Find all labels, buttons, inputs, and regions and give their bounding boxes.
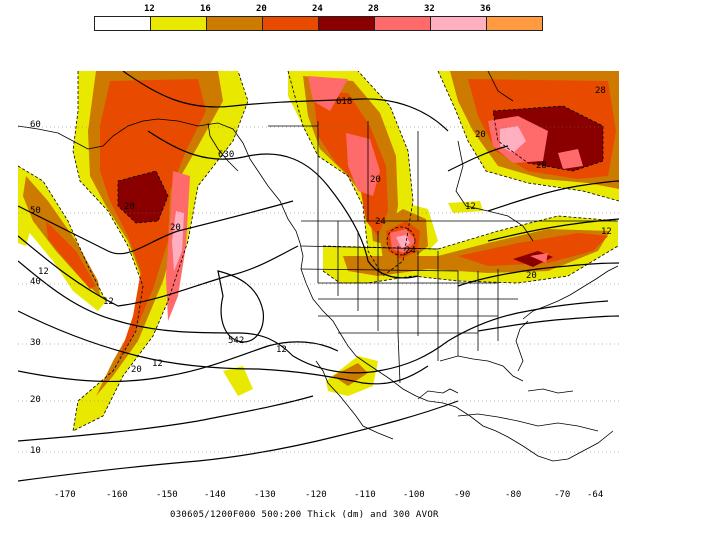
contour-value-label: 12: [152, 359, 163, 369]
contour-value-label: 12: [103, 297, 114, 307]
contour-value-label: 20: [124, 202, 135, 212]
graticule: [18, 126, 619, 453]
contour-value-label: 630: [218, 150, 234, 160]
contour-value-label: 12: [276, 345, 287, 355]
map-caption: 030605/1200F000 500:200 Thick (dm) and 3…: [170, 510, 439, 520]
legend-swatch: [430, 16, 487, 31]
coastlines: [18, 71, 619, 462]
latitude-label: 50: [30, 206, 41, 216]
legend-threshold-label: 16: [200, 4, 211, 14]
legend-threshold-label: 36: [480, 4, 491, 14]
longitude-label: -70: [554, 490, 571, 500]
longitude-label: -130: [254, 490, 276, 500]
legend-threshold-label: 32: [424, 4, 435, 14]
weather-map: 618 630 542 12 12 12 12 12 12 20 20 20 20 20 20 28 28 24 2…: [18, 71, 619, 501]
contour-value-label: 12: [38, 267, 49, 277]
contour-value-label: 618: [336, 97, 352, 107]
contour-value-label: 28: [536, 161, 547, 171]
latitude-label: 40: [30, 277, 41, 287]
contour-value-label: 20: [475, 130, 486, 140]
color-legend: 12 16 20 24 28 32 36: [94, 0, 544, 32]
longitude-label: -80: [505, 490, 522, 500]
longitude-label: -140: [204, 490, 226, 500]
legend-swatch: [262, 16, 319, 31]
legend-threshold-label: 12: [144, 4, 155, 14]
latitude-label: 20: [30, 395, 41, 405]
legend-threshold-label: 28: [368, 4, 379, 14]
contour-value-label: 12: [465, 202, 476, 212]
longitude-label: -120: [305, 490, 327, 500]
longitude-label: -110: [354, 490, 376, 500]
longitude-label: -100: [403, 490, 425, 500]
latitude-label: 30: [30, 338, 41, 348]
legend-swatch: [150, 16, 207, 31]
longitude-label: -64: [587, 490, 604, 500]
thickness-contours: [18, 71, 619, 482]
longitude-label: -90: [454, 490, 471, 500]
legend-swatch: [94, 16, 151, 31]
contour-value-label: 20: [526, 271, 537, 281]
latitude-label: 10: [30, 446, 41, 456]
contour-value-label: 20: [170, 223, 181, 233]
legend-swatch: [374, 16, 431, 31]
contour-value-label: 20: [131, 365, 142, 375]
contour-value-label: 24: [375, 217, 386, 227]
contour-value-label: 12: [601, 227, 612, 237]
legend-swatch: [206, 16, 263, 31]
contour-value-label: 28: [595, 86, 606, 96]
longitude-label: -150: [156, 490, 178, 500]
longitude-label: -160: [106, 490, 128, 500]
legend-swatch: [318, 16, 375, 31]
contour-value-label: 20: [370, 175, 381, 185]
contour-labels: 618 630 542 12 12 12 12 12 12 20 20 20 20 20 20 28 28 24 2…: [38, 86, 612, 375]
longitude-label: -170: [54, 490, 76, 500]
legend-threshold-label: 20: [256, 4, 267, 14]
legend-swatch: [486, 16, 543, 31]
legend-threshold-label: 24: [312, 4, 323, 14]
contour-value-label: 24: [405, 246, 416, 256]
latitude-label: 60: [30, 120, 41, 130]
contour-value-label: 542: [228, 336, 244, 346]
